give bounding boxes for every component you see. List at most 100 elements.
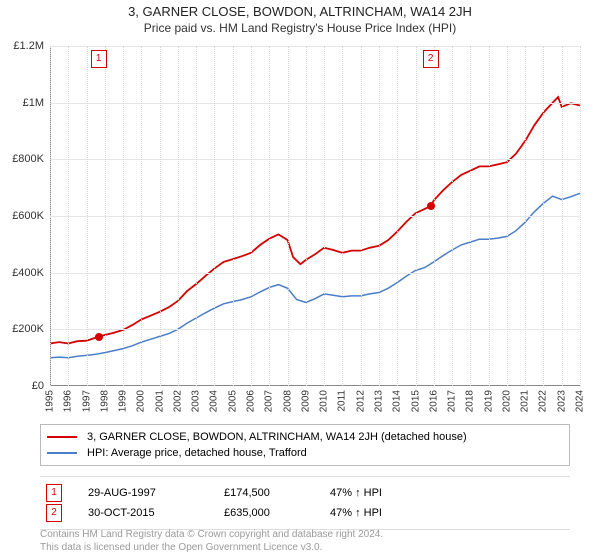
gridline-v	[379, 46, 380, 386]
gridline-v	[196, 46, 197, 386]
x-tick-label: 2013	[373, 390, 384, 412]
gridline-v	[416, 46, 417, 386]
event-badge: 2	[46, 504, 62, 522]
y-tick-label: £800K	[12, 153, 44, 165]
chart-container: 3, GARNER CLOSE, BOWDON, ALTRINCHAM, WA1…	[0, 0, 600, 560]
legend-row: 3, GARNER CLOSE, BOWDON, ALTRINCHAM, WA1…	[47, 429, 563, 445]
footer-line2: This data is licensed under the Open Gov…	[40, 541, 570, 554]
gridline-v	[251, 46, 252, 386]
event-row: 129-AUG-1997£174,50047% ↑ HPI	[40, 483, 570, 503]
legend-block: 3, GARNER CLOSE, BOWDON, ALTRINCHAM, WA1…	[40, 424, 570, 530]
x-tick-label: 2023	[556, 390, 567, 412]
x-tick-label: 1997	[81, 390, 92, 412]
gridline-v	[178, 46, 179, 386]
gridline-h	[50, 159, 580, 160]
x-tick-label: 2007	[264, 390, 275, 412]
gridline-v	[543, 46, 544, 386]
gridline-h	[50, 216, 580, 217]
gridline-h	[50, 103, 580, 104]
x-tick-label: 1996	[63, 390, 74, 412]
x-tick-label: 2001	[154, 390, 165, 412]
chart-title: 3, GARNER CLOSE, BOWDON, ALTRINCHAM, WA1…	[0, 4, 600, 19]
x-tick-label: 1995	[45, 390, 56, 412]
x-tick-label: 2022	[538, 390, 549, 412]
event-date: 30-OCT-2015	[88, 507, 198, 519]
gridline-v	[562, 46, 563, 386]
x-tick-label: 2005	[227, 390, 238, 412]
gridline-h	[50, 273, 580, 274]
x-tick-label: 2014	[392, 390, 403, 412]
gridline-v	[233, 46, 234, 386]
legend-label: 3, GARNER CLOSE, BOWDON, ALTRINCHAM, WA1…	[87, 431, 467, 443]
legend-label: HPI: Average price, detached house, Traf…	[87, 447, 307, 459]
x-tick-label: 2002	[172, 390, 183, 412]
event-price: £174,500	[224, 487, 304, 499]
event-price: £635,000	[224, 507, 304, 519]
gridline-v	[470, 46, 471, 386]
x-tick-label: 2019	[483, 390, 494, 412]
x-tick-label: 2003	[191, 390, 202, 412]
gridline-v	[507, 46, 508, 386]
x-tick-label: 2018	[465, 390, 476, 412]
y-tick-label: £0	[32, 380, 44, 392]
sale-marker-badge: 2	[423, 50, 439, 68]
sale-events: 1 29-AUG-1997 £174,500 47% ↑ HPI 2 30-OCT-201…	[40, 476, 570, 530]
x-tick-label: 2021	[520, 390, 531, 412]
series-property	[50, 97, 580, 344]
gridline-v	[123, 46, 124, 386]
gridline-v	[361, 46, 362, 386]
x-tick-label: 2011	[337, 390, 348, 412]
gridline-v	[269, 46, 270, 386]
gridline-v	[288, 46, 289, 386]
x-tick-label: 2000	[136, 390, 147, 412]
x-tick-label: 1998	[99, 390, 110, 412]
gridline-v	[342, 46, 343, 386]
x-tick-label: 2016	[428, 390, 439, 412]
x-tick-label: 2008	[282, 390, 293, 412]
legend-swatch	[47, 452, 77, 454]
gridline-v	[580, 46, 581, 386]
x-tick-label: 2015	[410, 390, 421, 412]
series-hpi	[50, 193, 580, 357]
gridline-v	[306, 46, 307, 386]
legend-box: 3, GARNER CLOSE, BOWDON, ALTRINCHAM, WA1…	[40, 424, 570, 466]
sale-marker-badge: 1	[91, 50, 107, 68]
footer: Contains HM Land Registry data © Crown c…	[40, 528, 570, 554]
x-tick-label: 2012	[355, 390, 366, 412]
legend-row: HPI: Average price, detached house, Traf…	[47, 445, 563, 461]
x-tick-label: 2004	[209, 390, 220, 412]
chart-subtitle: Price paid vs. HM Land Registry's House …	[0, 21, 600, 35]
gridline-v	[397, 46, 398, 386]
legend-swatch	[47, 436, 77, 438]
gridline-v	[87, 46, 88, 386]
event-badge: 1	[46, 484, 62, 502]
y-tick-label: £600K	[12, 210, 44, 222]
gridline-h	[50, 329, 580, 330]
gridline-h	[50, 46, 580, 47]
x-tick-label: 2024	[575, 390, 586, 412]
gridline-v	[141, 46, 142, 386]
chart-plot-area: £0£200K£400K£600K£800K£1M£1.2M1995199619…	[50, 46, 580, 386]
x-tick-label: 1999	[118, 390, 129, 412]
x-tick-label: 2010	[319, 390, 330, 412]
x-tick-label: 2006	[246, 390, 257, 412]
event-date: 29-AUG-1997	[88, 487, 198, 499]
x-tick-label: 2009	[300, 390, 311, 412]
gridline-v	[214, 46, 215, 386]
event-note: 47% ↑ HPI	[330, 507, 382, 519]
gridline-v	[50, 46, 51, 386]
gridline-v	[489, 46, 490, 386]
sale-marker-dot	[427, 202, 435, 210]
gridline-v	[68, 46, 69, 386]
x-tick-label: 2020	[501, 390, 512, 412]
gridline-v	[105, 46, 106, 386]
y-tick-label: £1.2M	[13, 40, 44, 52]
y-tick-label: £1M	[23, 97, 44, 109]
gridline-v	[452, 46, 453, 386]
gridline-v	[525, 46, 526, 386]
gridline-v	[324, 46, 325, 386]
event-row: 2 30-OCT-2015 £635,000 47% ↑ HPI	[40, 503, 570, 523]
gridline-v	[160, 46, 161, 386]
titles: 3, GARNER CLOSE, BOWDON, ALTRINCHAM, WA1…	[0, 0, 600, 35]
y-tick-label: £400K	[12, 267, 44, 279]
